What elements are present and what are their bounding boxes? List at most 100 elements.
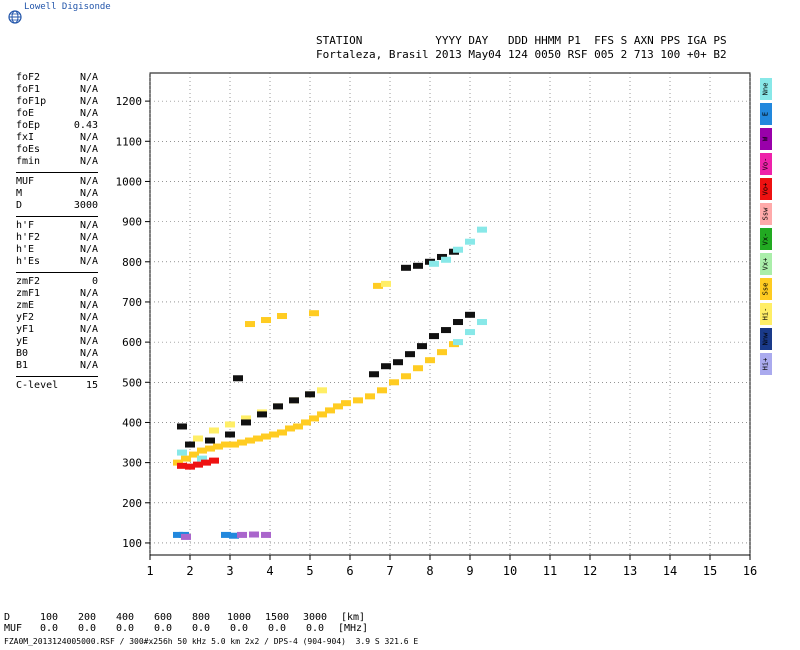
muf-row: MUF 0.0 0.0 0.0 0.0 0.0 0.0 0.0 0.0 [MHz] <box>4 623 372 634</box>
legend-swatch: Hi+ <box>760 353 772 375</box>
echo-point <box>277 313 287 320</box>
echo-point <box>273 403 283 410</box>
echo-point <box>453 319 463 326</box>
param-name: foEp <box>16 120 41 131</box>
echo-point <box>249 531 259 538</box>
muf-value: 0.0 <box>77 623 97 634</box>
echo-point <box>193 435 203 442</box>
echo-point <box>277 429 287 436</box>
echo-point <box>173 531 183 538</box>
echo-point <box>221 531 231 538</box>
param-name: h'E <box>16 244 35 255</box>
legend-swatch: Hi- <box>760 303 772 325</box>
legend-swatch: E <box>760 103 772 125</box>
echo-point <box>197 455 207 462</box>
x-tick-label: 13 <box>623 564 637 578</box>
echo-point <box>401 264 411 271</box>
echo-point <box>225 421 235 428</box>
parameter-panel: foF2 N/A foF1 N/A foF1p N/A foE N/A foEp 0.43 fxI N… <box>16 72 98 392</box>
legend-swatch: Sse <box>760 278 772 300</box>
echo-point <box>317 387 327 394</box>
x-tick-label: 2 <box>186 564 193 578</box>
param-row: C-level 15 <box>16 380 98 392</box>
param-name: yF2 <box>16 312 35 323</box>
echo-point <box>229 441 239 448</box>
echo-point <box>381 280 391 287</box>
legend-swatch: W <box>760 128 772 150</box>
param-name: h'F2 <box>16 232 41 243</box>
echo-point <box>181 455 191 462</box>
distance-label: D <box>4 612 11 623</box>
y-tick-label: 100 <box>122 537 142 550</box>
legend-label: Hi- <box>761 307 770 321</box>
param-row: h'F2 N/A <box>16 232 98 244</box>
param-row: D 3000 <box>16 200 98 212</box>
echo-point <box>229 532 239 539</box>
legend-swatch: Vx+ <box>760 253 772 275</box>
param-value: N/A <box>79 348 98 359</box>
param-separator <box>16 376 98 377</box>
distance-value: [km] <box>340 612 366 623</box>
legend-label: Vo- <box>761 157 770 171</box>
param-row: foEp 0.43 <box>16 120 98 132</box>
param-row: foF1p N/A <box>16 96 98 108</box>
x-tick-label: 9 <box>466 564 473 578</box>
muf-value: 0.0 <box>305 623 325 634</box>
param-row: fxI N/A <box>16 132 98 144</box>
x-tick-label: 8 <box>426 564 433 578</box>
param-row: foF1 N/A <box>16 84 98 96</box>
param-value: N/A <box>79 108 98 119</box>
globe-icon <box>8 10 22 24</box>
echo-point <box>289 397 299 404</box>
echo-point <box>237 439 247 446</box>
echo-point <box>241 415 251 422</box>
echo-point <box>245 321 255 328</box>
param-name: yF1 <box>16 324 35 335</box>
param-separator <box>16 216 98 217</box>
echo-point <box>209 427 219 434</box>
echo-point <box>441 327 451 334</box>
param-value: N/A <box>79 176 98 187</box>
echo-point <box>309 415 319 422</box>
param-value: 3000 <box>73 200 98 211</box>
echo-point <box>245 437 255 444</box>
param-row: yE N/A <box>16 336 98 348</box>
x-tick-label: 11 <box>543 564 557 578</box>
file-footer: FZA0M_2013124005000.RSF / 300#x256h 50 k… <box>4 637 419 646</box>
param-name: zmE <box>16 300 35 311</box>
echo-point <box>429 260 439 267</box>
param-value: N/A <box>79 360 98 371</box>
echo-point <box>425 357 435 364</box>
echo-point <box>205 437 215 444</box>
param-name: foF1 <box>16 84 41 95</box>
echo-point <box>413 262 423 269</box>
y-tick-label: 800 <box>122 256 142 269</box>
param-value: 15 <box>85 380 98 391</box>
x-tick-label: 12 <box>583 564 597 578</box>
legend-label: W <box>761 136 770 142</box>
param-value: N/A <box>79 132 98 143</box>
echo-point <box>233 375 243 382</box>
muf-value: 0.0 <box>39 623 59 634</box>
echo-point <box>465 311 475 318</box>
echo-point <box>225 431 235 438</box>
param-value: 0 <box>91 276 98 287</box>
echo-point <box>381 363 391 370</box>
echo-point <box>333 403 343 410</box>
legend-label: Vx- <box>761 232 770 246</box>
y-tick-label: 700 <box>122 296 142 309</box>
x-tick-label: 6 <box>346 564 353 578</box>
param-row: zmF1 N/A <box>16 288 98 300</box>
echo-point <box>205 445 215 452</box>
echo-point <box>185 441 195 448</box>
echo-point <box>325 407 335 414</box>
echo-point <box>213 443 223 450</box>
echo-point <box>193 461 203 468</box>
param-row: B1 N/A <box>16 360 98 372</box>
echo-point <box>465 238 475 245</box>
param-value: N/A <box>79 256 98 267</box>
param-row: zmF2 0 <box>16 276 98 288</box>
echo-point <box>405 351 415 358</box>
param-row: h'E N/A <box>16 244 98 256</box>
